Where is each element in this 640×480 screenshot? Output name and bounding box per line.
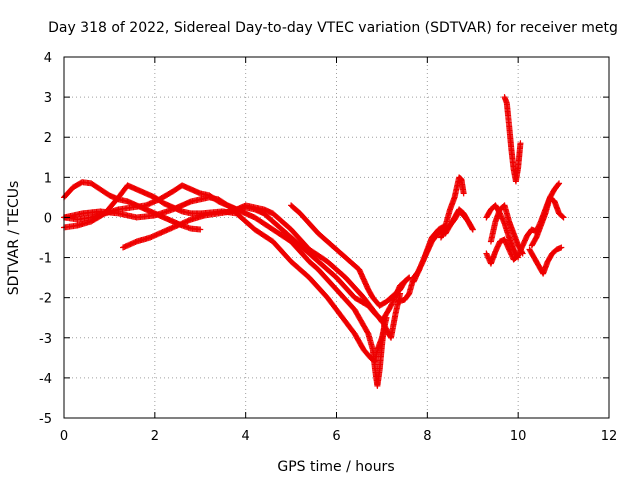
data-point-marker bbox=[559, 213, 566, 220]
data-point-marker bbox=[555, 181, 562, 188]
series-track-13 bbox=[501, 94, 524, 185]
series-track-9 bbox=[437, 208, 476, 241]
x-axis-label: GPS time / hours bbox=[277, 459, 394, 475]
series-track-3 bbox=[61, 194, 388, 389]
y-tick-label: -4 bbox=[39, 372, 52, 387]
data-marks bbox=[61, 94, 567, 389]
series-track-6 bbox=[288, 202, 413, 309]
y-tick-label: 4 bbox=[44, 51, 52, 66]
data-point-marker bbox=[405, 275, 412, 282]
chart-title: Day 318 of 2022, Sidereal Day-to-day VTE… bbox=[48, 20, 618, 36]
x-tick-label: 6 bbox=[332, 429, 340, 444]
x-tick-label: 12 bbox=[601, 429, 618, 444]
y-tick-label: 1 bbox=[44, 171, 52, 186]
y-tick-label: -2 bbox=[39, 292, 52, 307]
data-point-marker bbox=[519, 250, 526, 257]
y-tick-label: 2 bbox=[44, 131, 52, 146]
x-tick-label: 4 bbox=[242, 429, 250, 444]
series-track-12 bbox=[487, 202, 526, 257]
data-point-marker bbox=[514, 253, 521, 260]
y-tick-label: -3 bbox=[39, 332, 52, 347]
y-tick-label: 3 bbox=[44, 91, 52, 106]
x-tick-label: 10 bbox=[510, 429, 527, 444]
x-tick-label: 2 bbox=[151, 429, 159, 444]
data-point-marker bbox=[517, 140, 524, 147]
data-point-marker bbox=[197, 226, 204, 233]
y-tick-label: 0 bbox=[44, 211, 52, 226]
y-axis-label: SDTVAR / TECUs bbox=[6, 181, 22, 296]
data-point-marker bbox=[560, 214, 567, 221]
data-point-marker bbox=[469, 225, 476, 232]
grid bbox=[64, 57, 609, 418]
series-track-14 bbox=[526, 244, 565, 277]
data-point-marker bbox=[519, 249, 526, 256]
y-tick-label: -1 bbox=[39, 252, 52, 267]
x-tick-label: 8 bbox=[423, 429, 431, 444]
series-track-5 bbox=[120, 202, 413, 325]
series-track-15 bbox=[528, 194, 567, 249]
data-point-marker bbox=[556, 180, 563, 187]
y-tick-label: -5 bbox=[39, 412, 52, 427]
data-point-marker bbox=[515, 254, 522, 261]
data-point-marker bbox=[460, 190, 467, 197]
data-point-marker bbox=[558, 244, 565, 251]
data-point-marker bbox=[469, 226, 476, 233]
x-tick-label: 0 bbox=[60, 429, 68, 444]
